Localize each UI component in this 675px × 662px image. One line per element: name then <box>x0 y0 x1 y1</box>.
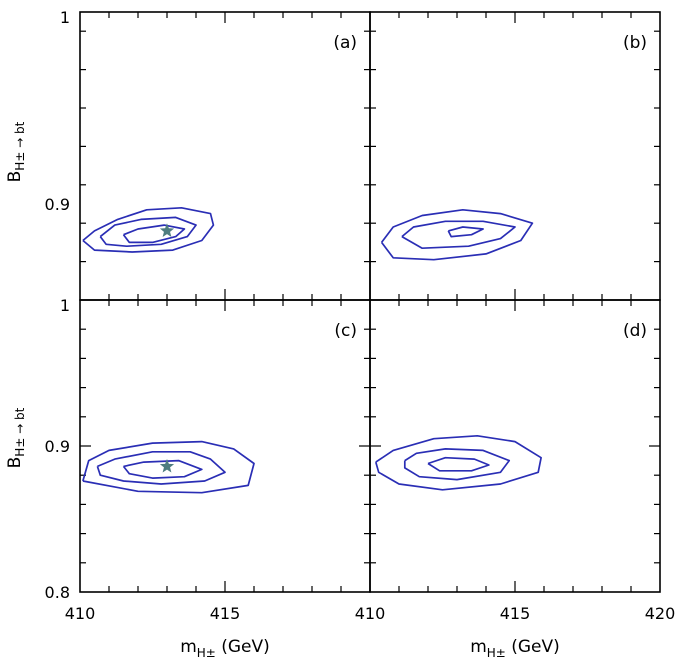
x-tick-label: 415 <box>500 604 531 623</box>
contour-level-1 <box>82 440 255 494</box>
contour-level-2 <box>99 216 197 248</box>
panel-a: (a) <box>79 11 371 301</box>
contour-level-3 <box>122 459 203 479</box>
best-fit-star-icon <box>159 223 175 237</box>
y-tick-label: 1 <box>60 296 70 315</box>
contour-level-2 <box>96 450 226 485</box>
x-tick-label: 410 <box>65 604 96 623</box>
x-tick-label: 410 <box>355 604 386 623</box>
y-tick-label: 0.8 <box>45 583 70 602</box>
panel-label: (a) <box>333 33 357 53</box>
x-tick-label: 415 <box>210 604 241 623</box>
x-axis-label: mH± (GeV) <box>470 637 560 660</box>
panel-frame <box>79 11 371 301</box>
best-fit-star-icon <box>159 458 175 473</box>
y-tick-label: 0.9 <box>45 437 70 456</box>
contour-level-1 <box>82 206 215 253</box>
contour-level-2 <box>401 220 516 250</box>
x-tick-label: 420 <box>645 604 675 623</box>
panel-label: (c) <box>334 321 357 341</box>
axis-texts: 0.9 1 0.8 0.9 1 410 415 410 415 420 mH± (GeV) mH± (… <box>5 8 675 660</box>
y-axis-label: BH± → bt <box>5 121 27 182</box>
panel-label: (b) <box>623 33 647 53</box>
panel-label: (d) <box>623 321 647 341</box>
contour-level-1 <box>374 434 542 491</box>
panel-frame <box>369 299 661 593</box>
y-tick-label: 1 <box>60 8 70 27</box>
panel-frame <box>79 299 371 593</box>
contour-level-3 <box>427 456 490 472</box>
contour-level-3 <box>122 224 186 244</box>
x-axis-label: mH± (GeV) <box>180 637 270 660</box>
contour-level-3 <box>447 226 484 238</box>
panel-d: (d) <box>369 299 661 593</box>
y-tick-label: 0.9 <box>45 195 70 214</box>
panel-frame <box>369 11 661 301</box>
panel-b: (b) <box>369 11 661 301</box>
contour-level-1 <box>380 208 534 261</box>
contour-level-2 <box>403 448 511 481</box>
y-axis-label: BH± → bt <box>5 407 27 468</box>
panels: (a) (b) (c) (d) <box>79 11 661 593</box>
panel-c: (c) <box>79 299 371 593</box>
